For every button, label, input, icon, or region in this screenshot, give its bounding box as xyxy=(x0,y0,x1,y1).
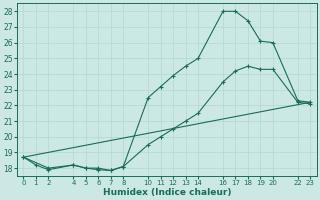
X-axis label: Humidex (Indice chaleur): Humidex (Indice chaleur) xyxy=(103,188,231,197)
